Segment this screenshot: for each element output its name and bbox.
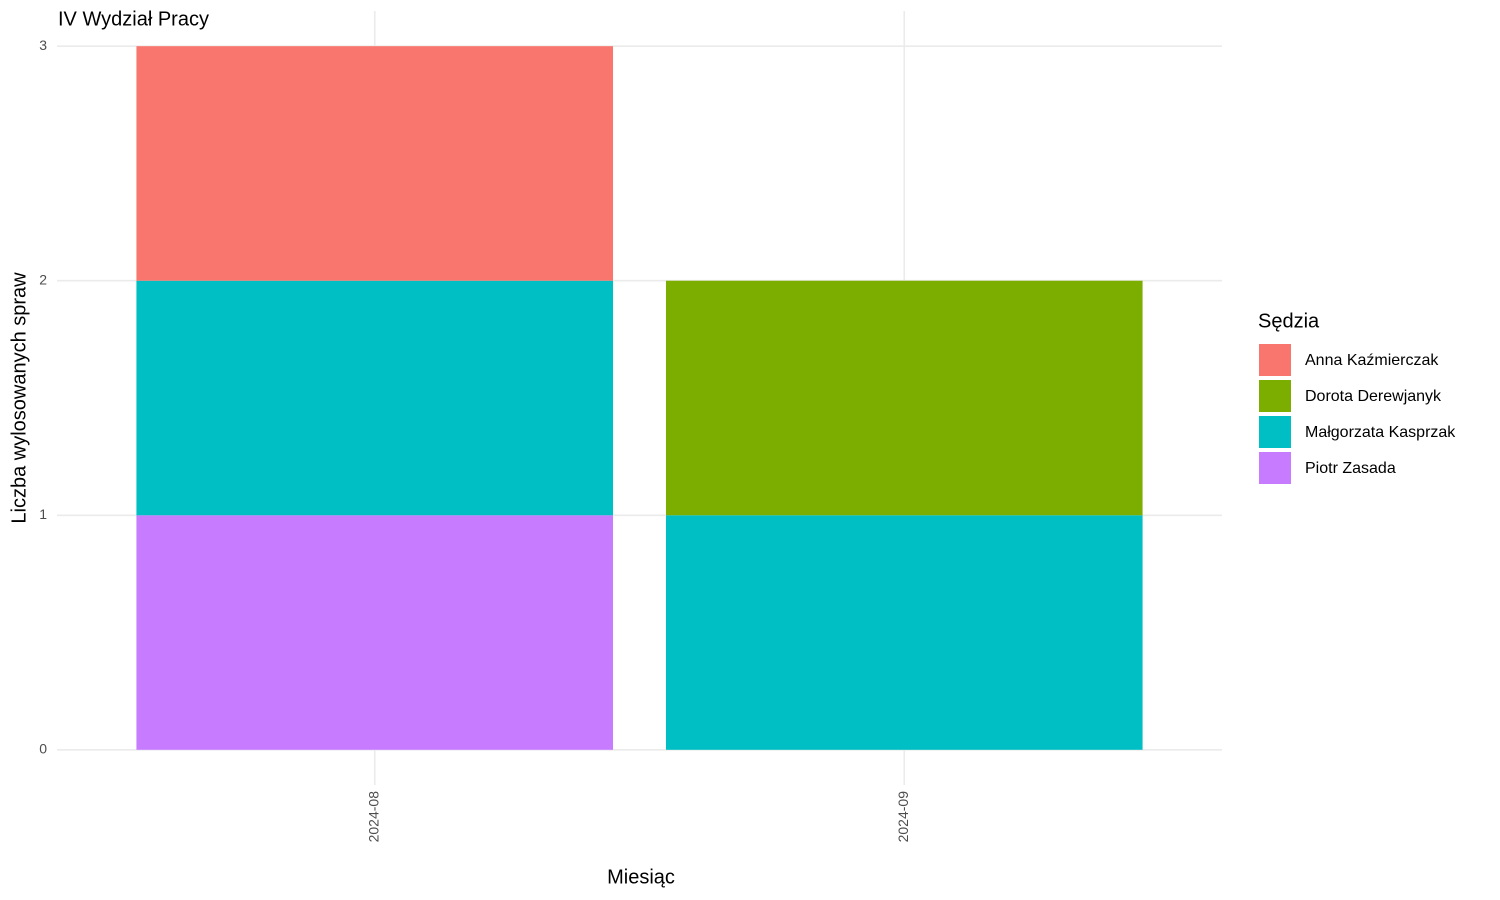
bar-segment: [136, 46, 614, 281]
x-tick-label: 2024-08: [365, 791, 381, 843]
legend-label: Piotr Zasada: [1305, 460, 1396, 477]
legend-label: Małgorzata Kasprzak: [1305, 424, 1456, 441]
bar-segment: [136, 515, 614, 750]
bar-segment: [665, 280, 1143, 516]
legend-key: [1259, 452, 1291, 484]
legend-key: [1259, 344, 1291, 376]
y-axis-label: Liczba wylosowanych spraw: [8, 272, 30, 524]
legend-label: Dorota Derewjanyk: [1305, 388, 1442, 405]
y-tick-label: 2: [39, 271, 47, 287]
y-tick-label: 1: [39, 506, 47, 522]
y-tick-label: 3: [39, 37, 47, 53]
chart-title: IV Wydział Pracy: [58, 8, 209, 30]
x-tick-label: 2024-09: [895, 791, 911, 843]
bar-segment: [136, 280, 614, 516]
x-axis-label: Miesiąc: [607, 866, 675, 888]
legend-label: Anna Kaźmierczak: [1305, 352, 1439, 369]
legend-key: [1259, 416, 1291, 448]
legend-key: [1259, 380, 1291, 412]
legend-title: Sędzia: [1258, 310, 1320, 332]
bar-segment: [665, 515, 1143, 750]
y-tick-label: 0: [39, 741, 47, 757]
